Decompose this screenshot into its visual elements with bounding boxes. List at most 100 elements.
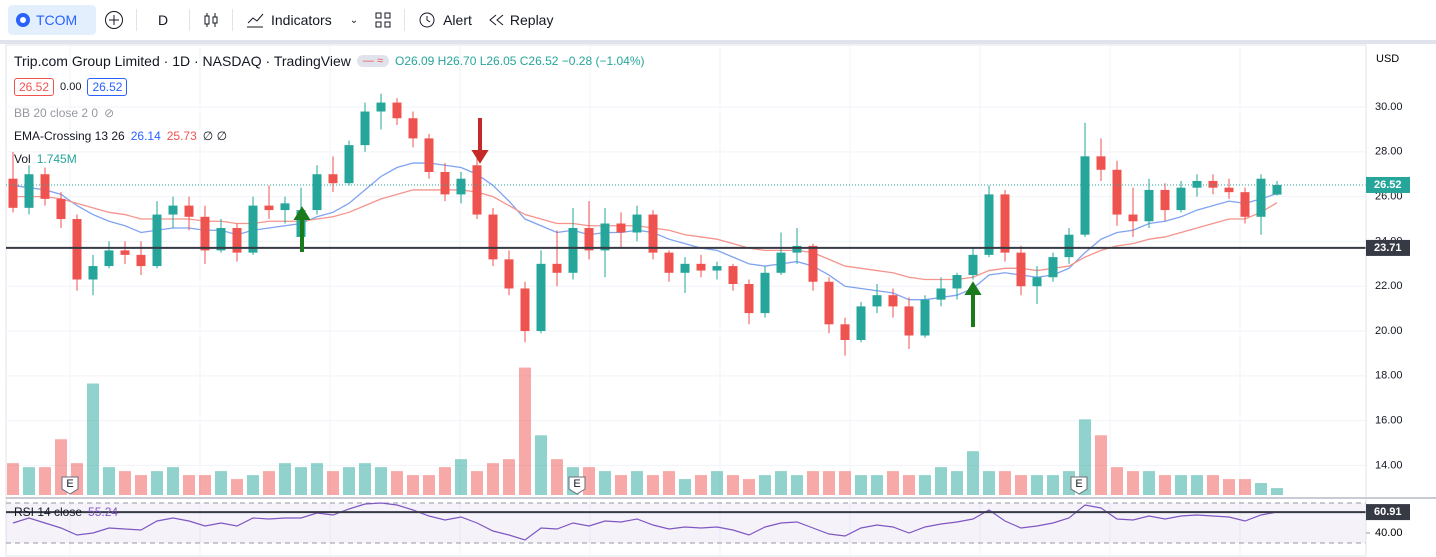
candle-body (648, 214, 658, 253)
candle-body (728, 266, 738, 284)
rsi-label: RSI 14 close (14, 505, 83, 519)
alert-button[interactable]: Alert (409, 5, 480, 35)
candle-body (1000, 194, 1010, 253)
y-tick-label: 14.00 (1375, 459, 1403, 471)
indicators-icon (247, 13, 264, 28)
volume-bar (583, 467, 595, 495)
ask[interactable]: 26.52 (87, 78, 128, 96)
candle-body (200, 216, 210, 251)
candle-body (936, 288, 946, 300)
volume-bar (391, 471, 403, 495)
candle-body (1112, 169, 1122, 215)
add-button[interactable] (96, 5, 132, 35)
volume-bar (983, 471, 995, 495)
volume-bar (679, 479, 691, 495)
candle-body (808, 245, 818, 282)
candle-body (616, 223, 626, 233)
candle-body (376, 102, 386, 112)
hidden-icon[interactable]: ⊘ (104, 106, 115, 120)
separator (136, 9, 137, 31)
volume-bar (167, 467, 179, 495)
hline-label: 23.71 (1374, 242, 1402, 254)
earnings-badge (1070, 476, 1088, 495)
earnings-label: E (66, 478, 73, 490)
volume-bar (1159, 475, 1171, 495)
candle-body (696, 263, 706, 271)
volume-bar (423, 475, 435, 495)
volume-bar (599, 471, 611, 495)
rsi-tag (1366, 504, 1410, 521)
candle-body (1080, 156, 1090, 235)
chart-type-button[interactable] (194, 5, 228, 35)
volume-bar (247, 475, 259, 495)
volume-bar (135, 475, 147, 495)
volume-bar (295, 467, 307, 495)
ema-line (13, 189, 1278, 281)
y-tick-label: 28.00 (1375, 146, 1403, 158)
volume-bar (1191, 475, 1203, 495)
volume-bar (1015, 475, 1027, 495)
vol-label: Vol (14, 152, 31, 166)
volume-bar (263, 471, 275, 495)
candle-body (136, 254, 146, 267)
spread: 0.00 (60, 81, 82, 93)
volume-bar (951, 471, 963, 495)
templates-button[interactable] (366, 5, 400, 35)
volume-bar (7, 463, 19, 495)
candle-body (1208, 180, 1218, 188)
candle-body (536, 263, 546, 332)
volume-bar (1175, 475, 1187, 495)
rsi-tick-label: 40.00 (1375, 527, 1403, 539)
candle-body (504, 259, 514, 289)
replay-button[interactable]: Replay (480, 5, 562, 35)
candle-body (168, 205, 178, 215)
volume-bar (743, 479, 755, 495)
volume-bar (103, 467, 115, 495)
symbol-icon (16, 13, 30, 27)
price-boxes: 26.52 0.00 26.52 (14, 78, 128, 96)
candle-body (72, 219, 82, 280)
indicators-button[interactable]: Indicators ⌄ (237, 5, 366, 35)
rsi-legend: RSI 14 close 55.24 (14, 505, 118, 519)
currency: USD (1376, 53, 1399, 65)
volume-bar (935, 467, 947, 495)
y-tick-label: 18.00 (1375, 370, 1403, 382)
bid[interactable]: 26.52 (14, 78, 55, 96)
volume-bar (215, 471, 227, 495)
candle-body (952, 275, 962, 289)
candle-body (664, 252, 674, 273)
candle-body (488, 214, 498, 260)
candle-body (280, 203, 290, 211)
separator (189, 9, 190, 31)
interval-button[interactable]: D (141, 5, 185, 35)
volume-bar (503, 459, 515, 495)
symbol-button[interactable]: TCOM (8, 5, 96, 35)
candle-body (1096, 156, 1106, 170)
candle-body (904, 306, 914, 336)
volume-bar (903, 475, 915, 495)
candle-body (920, 299, 930, 336)
candle-body (1016, 252, 1026, 287)
volume-bar (967, 451, 979, 495)
volume-bar (471, 471, 483, 495)
volume-bar (631, 471, 643, 495)
volume-bar (615, 475, 627, 495)
candle-body (840, 324, 850, 340)
last-price-label: 26.52 (1374, 179, 1402, 191)
volume-bar (839, 471, 851, 495)
buy-signal (293, 206, 311, 252)
volume-bar (919, 475, 931, 495)
volume-bar (407, 475, 419, 495)
candle-body (776, 252, 786, 273)
candle-body (744, 283, 754, 314)
volume-bar (775, 471, 787, 495)
rsi-tag-label: 60.91 (1374, 506, 1402, 518)
candle-body (1048, 257, 1058, 278)
volume-bar (183, 475, 195, 495)
earnings-badge (61, 476, 79, 495)
candle-body (88, 266, 98, 280)
chart-frame (5, 44, 1367, 557)
volume-bar (695, 475, 707, 495)
